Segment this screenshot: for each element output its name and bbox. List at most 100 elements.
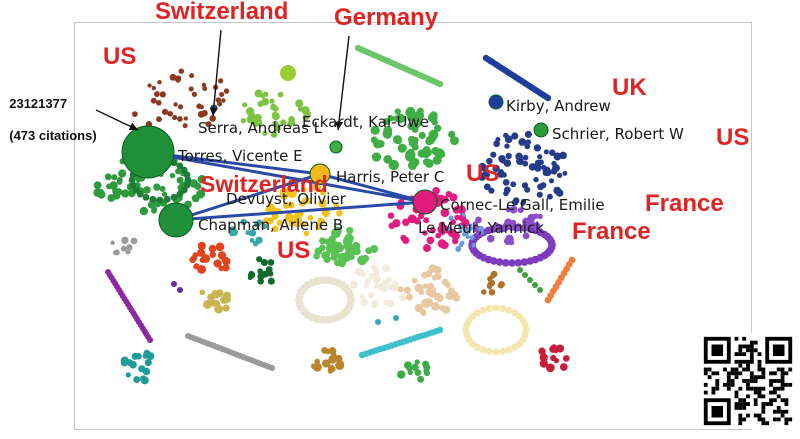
cluster-node-pink bbox=[433, 188, 440, 195]
cluster-node-green bbox=[184, 176, 192, 184]
cluster-node-yellow bbox=[320, 189, 326, 196]
cluster-node-brown bbox=[197, 110, 205, 118]
cluster-node-pink bbox=[435, 232, 442, 239]
cluster-node-navy bbox=[490, 151, 497, 158]
cluster-node-white bbox=[359, 294, 366, 300]
cluster-node-peach bbox=[414, 303, 424, 313]
cluster-node-cream bbox=[505, 306, 513, 314]
cluster-node-germany bbox=[373, 139, 383, 149]
cluster-node-cyan bbox=[375, 319, 381, 325]
cluster-node-navy bbox=[483, 183, 491, 191]
cluster-node-gray bbox=[126, 244, 133, 251]
cluster-node-lightblue bbox=[461, 212, 466, 217]
cluster-node-brown bbox=[223, 88, 230, 94]
cluster-node-white bbox=[375, 276, 382, 283]
cluster-node-peach bbox=[430, 301, 440, 311]
country-label-switzerland-mid: Switzerland bbox=[200, 171, 328, 197]
cluster-node-germany bbox=[405, 106, 416, 117]
country-label-uk: UK bbox=[612, 74, 647, 101]
cluster-node-green bbox=[136, 190, 144, 198]
country-label-switzerland-top: Switzerland bbox=[155, 0, 289, 25]
cluster-node-lightblue bbox=[455, 246, 462, 252]
cluster-node-navy bbox=[537, 154, 543, 160]
cluster-node-germany bbox=[370, 125, 380, 135]
cluster-node-orange bbox=[213, 259, 222, 268]
cluster-node-cream bbox=[499, 305, 507, 313]
cluster-node-green bbox=[156, 196, 164, 204]
cluster-node-yellow bbox=[312, 183, 321, 192]
hub-node-eckardt bbox=[329, 140, 343, 154]
cluster-node-chain bbox=[436, 80, 444, 88]
cluster-node-lightblue bbox=[468, 226, 473, 231]
cluster-node-germany bbox=[425, 135, 435, 145]
cluster-node-gold bbox=[328, 355, 337, 364]
cluster-node-peach bbox=[424, 297, 433, 307]
cluster-node-green bbox=[128, 176, 136, 184]
hub-node-torres bbox=[121, 125, 175, 179]
cluster-node-navy bbox=[543, 149, 549, 155]
cluster-node-green bbox=[143, 186, 151, 194]
cluster-node-green bbox=[111, 174, 118, 181]
cluster-node-darkgreen bbox=[247, 271, 256, 279]
cluster-node-purple bbox=[520, 258, 529, 266]
cluster-node-brown bbox=[217, 78, 224, 84]
cluster-node-brown bbox=[169, 73, 177, 81]
cluster-node-pink bbox=[451, 231, 460, 241]
cluster-node-red bbox=[553, 357, 560, 364]
cluster-node-white bbox=[386, 299, 395, 308]
cluster-node-gold bbox=[321, 359, 331, 368]
cluster-node-limegreen bbox=[334, 259, 341, 267]
cluster-node-navy bbox=[559, 151, 567, 160]
cluster-node-purple bbox=[522, 225, 528, 232]
cluster-node-green bbox=[112, 191, 121, 200]
cluster-node-teal2 bbox=[120, 359, 128, 367]
cluster-node-yellow bbox=[303, 230, 310, 237]
cluster-node-tan bbox=[222, 304, 230, 312]
cluster-node-green3 bbox=[397, 370, 406, 379]
cluster-node-orange bbox=[199, 257, 206, 263]
cluster-node-white bbox=[370, 300, 379, 309]
cluster-node-peach bbox=[435, 294, 443, 302]
cluster-node-brown bbox=[153, 91, 160, 98]
cluster-node-green3 bbox=[417, 375, 425, 383]
cluster-node-brown bbox=[201, 82, 207, 88]
cluster-node-teal2 bbox=[125, 372, 131, 378]
cluster-node-lightgreen bbox=[242, 102, 248, 108]
cluster-node-green bbox=[197, 175, 207, 184]
cluster-node-gold bbox=[321, 347, 328, 354]
cluster-node-tan bbox=[199, 289, 206, 296]
cluster-node-limegreen bbox=[341, 253, 348, 260]
cluster-node-purple bbox=[514, 259, 523, 267]
cluster-node-lightgreen bbox=[272, 120, 279, 127]
cluster-node-pink bbox=[423, 244, 431, 253]
cluster-node-navy bbox=[533, 144, 542, 152]
cluster-node-lightgreen bbox=[269, 98, 275, 104]
cluster-node-navy bbox=[518, 138, 527, 146]
cluster-node-lightgreen bbox=[271, 111, 279, 119]
cluster-node-lightgreen bbox=[274, 125, 281, 132]
cluster-node-brown bbox=[150, 97, 157, 104]
cluster-node-darkgreen bbox=[260, 258, 268, 267]
cluster-node-green bbox=[104, 173, 112, 181]
cluster-node-brown bbox=[182, 123, 188, 129]
cluster-node-green bbox=[191, 180, 198, 187]
cluster-node-gray-chain bbox=[269, 365, 275, 371]
cluster-node-green bbox=[118, 169, 127, 178]
cluster-node-darkgreen bbox=[257, 272, 265, 281]
cluster-node-green2 bbox=[537, 287, 543, 293]
cluster-node-tan bbox=[212, 299, 220, 307]
cluster-node-green bbox=[170, 193, 178, 201]
cluster-node-pink bbox=[423, 217, 430, 224]
cluster-node-peach bbox=[397, 286, 404, 293]
cluster-node-yellow bbox=[266, 203, 275, 212]
cluster-node-orange bbox=[218, 265, 224, 272]
author-label-torres: Torres, Vicente E bbox=[178, 147, 303, 165]
cluster-node-purple bbox=[500, 225, 507, 233]
cluster-node-purple bbox=[171, 281, 177, 287]
cluster-node-pink bbox=[417, 212, 425, 220]
cluster-node-navy bbox=[504, 135, 513, 144]
cluster-node-purple bbox=[495, 258, 504, 266]
cluster-node-limegreen bbox=[365, 247, 373, 255]
cluster-node-lightgreen bbox=[302, 114, 310, 121]
cluster-node-navy bbox=[493, 140, 500, 148]
